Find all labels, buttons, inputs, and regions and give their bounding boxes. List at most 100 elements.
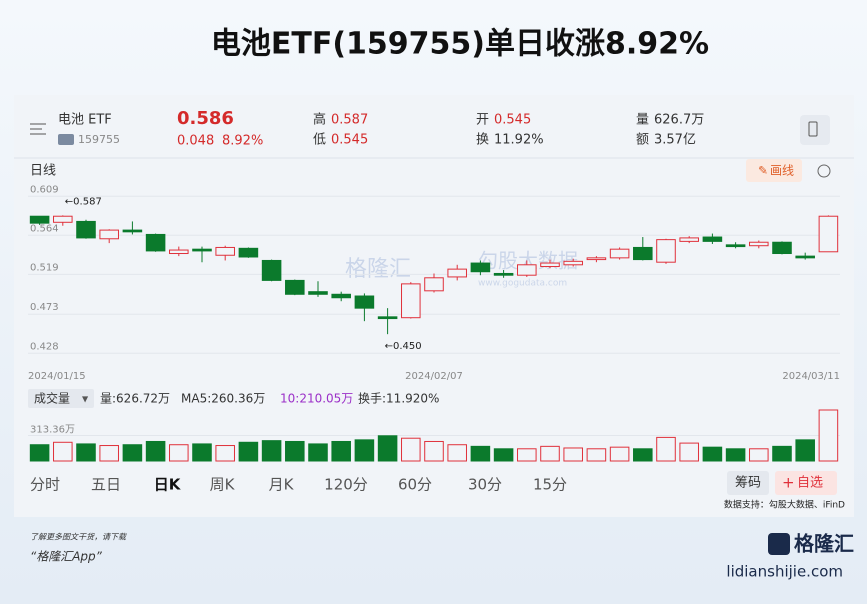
x-tick-label: 2024/03/11 [782,371,840,382]
volume-bar [818,409,839,462]
candle-body [633,246,653,261]
price-chart: 0.428 0.473 0.519 0.564 0.609 2024/01/15 2024/… [28,184,840,382]
site: lidianshijie.com [726,563,843,581]
market-badge [58,134,74,145]
watermark-url: www.gogudata.com [478,279,567,289]
title: 电池ETF(159755)单日收涨8.92% [211,27,709,62]
turnover: 11.92% [494,133,544,148]
high-label: 高 [313,112,326,128]
volume-bar [377,435,398,462]
amount: 3.57亿 [654,133,696,148]
data-source: 数据支持：勾股大数据、iFinD [724,499,845,511]
plus-icon: + [782,474,795,492]
amount-label: 额 [636,133,649,148]
ma5: MA5:260.36万 [181,392,265,406]
candle-body [702,236,723,242]
volume-bar [633,448,653,462]
volume-bar [169,444,189,462]
tab[interactable]: 五日 [91,476,121,494]
chips-button[interactable] [727,471,769,495]
menu-icon[interactable] [30,123,46,135]
tab[interactable]: 15分 [533,476,567,494]
candle-body [261,259,282,281]
volume-bar [586,448,607,462]
candle-body [145,233,166,252]
price: 0.586 [177,108,234,129]
period: 日线 [30,164,56,179]
tab[interactable]: 30分 [468,476,502,494]
volume-label: 量 [636,113,649,128]
candle-body [331,293,351,299]
volume-bar [354,439,375,462]
candle-body [656,239,676,263]
dropdown-icon: ▼ [82,395,89,404]
volume-bar [29,444,50,462]
chips-label: 筹码 [735,475,761,491]
volume-bar [99,445,119,462]
candle-body [749,241,769,247]
candle-body [447,268,467,278]
y-tick-label: 0.473 [30,302,59,313]
watermark-brand: 格隆汇 [345,257,411,282]
candle-body [377,316,398,320]
tab[interactable]: 月K [269,476,295,494]
volume-bar [702,446,723,462]
candle-body [795,255,815,259]
volume-bar [725,448,746,462]
low-label: 低 [313,133,326,148]
turnover-label: 换 [476,133,489,148]
y-tick-label: 0.564 [30,223,59,234]
tab[interactable]: 60分 [398,476,432,494]
draw-icon: ✎ [758,164,768,178]
volume-bar [215,445,235,462]
candle-body [725,244,746,248]
volume-bar [331,440,351,462]
tab[interactable]: 120分 [324,476,368,494]
logo-icon [768,533,790,555]
change-pct: 8.92% [222,134,263,149]
footer-line2: “格隆汇App” [30,550,103,564]
settings-icon[interactable] [817,164,831,178]
watermark: 格隆汇 勾股大数据 www.gogudata.com [345,249,578,289]
tab[interactable]: 周K [210,476,236,494]
volume-chart: 313.36万 [28,409,840,462]
draw-button[interactable] [746,159,802,182]
volume-bar [749,448,769,462]
y-tick-label: 313.36万 [30,425,75,436]
tab[interactable]: 日K [154,476,182,494]
indicator-select[interactable] [28,389,94,408]
candle-body [563,260,583,266]
candle-body [169,249,189,255]
volume-bar [656,436,676,462]
candle-body [517,264,537,276]
max-label: ←0.587 [65,196,102,207]
volume-bar [563,447,583,462]
candle-body [470,262,491,273]
high: 0.587 [331,113,368,128]
stock-name: 电池 ETF [58,113,112,128]
min-label: ←0.450 [385,341,422,352]
volume-bar [308,443,328,462]
watch-label: 自选 [797,476,823,491]
open-label: 开 [476,113,489,128]
volume-bar [424,440,444,462]
device-icon [808,121,818,137]
volume-bar [772,445,792,462]
candle-body [238,247,259,258]
candle-body [609,248,630,259]
candle-body [772,241,792,255]
volume-bar [609,446,630,462]
volume-bar [679,442,699,462]
watch-button[interactable] [775,471,837,495]
draw-label: 画线 [770,164,794,178]
volume: 626.7万 [654,113,704,128]
volume-bar [795,439,815,462]
logo: 格隆汇 [794,532,854,556]
volume-bar [145,440,166,462]
tab[interactable]: 分时 [30,476,60,494]
vol-value: 量:626.72万 [100,392,170,406]
device-button[interactable] [800,115,830,145]
open: 0.545 [494,113,531,128]
